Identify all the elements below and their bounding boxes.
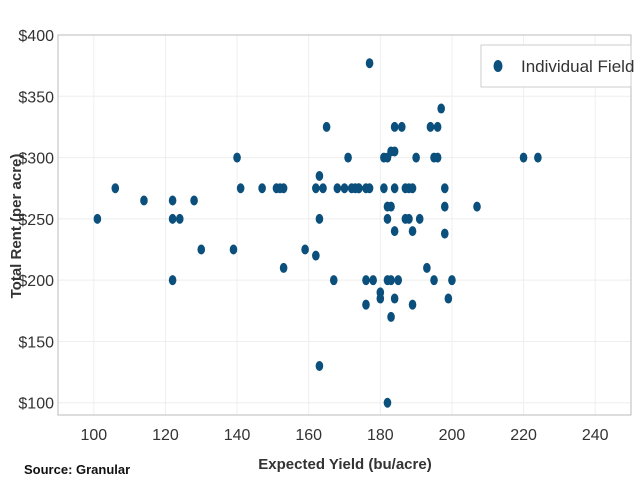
data-point (383, 213, 392, 224)
data-point (111, 183, 120, 194)
data-point (315, 170, 324, 181)
data-point (168, 195, 177, 206)
data-point (279, 262, 288, 273)
data-point (440, 183, 449, 194)
y-tick-label: $350 (18, 89, 54, 106)
data-point (387, 275, 395, 286)
data-point (408, 183, 417, 194)
data-point (437, 103, 445, 114)
data-point (258, 183, 266, 194)
legend-box (480, 44, 632, 88)
data-point (448, 275, 456, 286)
legend: Individual Field (480, 44, 634, 88)
data-point (233, 152, 241, 163)
data-point (394, 275, 403, 286)
legend-marker (493, 60, 503, 72)
data-point (444, 293, 453, 304)
data-point (340, 183, 349, 194)
data-point (380, 183, 388, 194)
data-point (430, 275, 438, 286)
data-point (390, 226, 399, 237)
y-tick-label: $250 (18, 212, 54, 229)
data-point (229, 244, 238, 255)
x-tick-label: 100 (80, 427, 107, 444)
data-point (365, 183, 374, 194)
data-point (322, 121, 331, 132)
data-point (390, 293, 399, 304)
data-point (315, 213, 324, 224)
data-point (433, 152, 442, 163)
data-point (390, 121, 399, 132)
grid-lines (58, 34, 631, 415)
x-axis-ticks: 100 120 140 160 180 200 220 240 (80, 427, 608, 444)
x-tick-label: 240 (582, 427, 609, 444)
data-point (365, 58, 374, 69)
x-tick-label: 220 (510, 427, 537, 444)
data-point (312, 250, 320, 261)
data-point (390, 183, 399, 194)
legend-label: Individual Field (521, 57, 634, 76)
y-tick-label: $100 (18, 396, 54, 413)
data-point (390, 146, 399, 157)
data-point (355, 183, 363, 194)
data-point (140, 195, 148, 206)
data-point (534, 152, 542, 163)
data-point (279, 183, 288, 194)
data-point (473, 201, 481, 212)
plot-area (57, 34, 632, 416)
data-point (415, 213, 424, 224)
data-point (387, 311, 395, 322)
source-note: Source: Granular (24, 462, 131, 477)
y-tick-label: $400 (18, 28, 54, 45)
data-points (93, 58, 542, 408)
data-point (398, 121, 406, 132)
data-point (333, 183, 342, 194)
x-tick-label: 200 (439, 427, 466, 444)
data-point (433, 121, 442, 132)
data-point (408, 299, 417, 310)
x-tick-label: 180 (367, 427, 394, 444)
y-axis-title: Total Rent (per acre) (8, 154, 25, 299)
data-point (423, 262, 431, 273)
data-point (440, 228, 449, 239)
x-tick-label: 140 (224, 427, 251, 444)
data-point (408, 226, 417, 237)
data-point (175, 213, 184, 224)
x-tick-label: 160 (295, 427, 322, 444)
y-axis-ticks: $100 $150 $200 $250 $300 $350 $400 (18, 28, 54, 413)
data-point (412, 152, 420, 163)
data-point (312, 183, 320, 194)
data-point (383, 397, 392, 408)
data-point (236, 183, 245, 194)
data-point (319, 183, 327, 194)
data-point (197, 244, 206, 255)
data-point (376, 293, 385, 304)
data-point (93, 213, 102, 224)
data-point (301, 244, 309, 255)
data-point (440, 201, 449, 212)
data-point (362, 299, 370, 310)
data-point (405, 213, 413, 224)
data-point (519, 152, 528, 163)
y-tick-label: $300 (18, 151, 54, 168)
data-point (369, 275, 377, 286)
x-tick-label: 120 (152, 427, 179, 444)
data-point (362, 275, 370, 286)
data-point (329, 275, 338, 286)
data-point (426, 121, 435, 132)
data-point (168, 213, 177, 224)
data-point (190, 195, 198, 206)
y-tick-label: $200 (18, 273, 54, 290)
y-tick-label: $150 (18, 334, 54, 351)
data-point (168, 275, 177, 286)
x-axis-title: Expected Yield (bu/acre) (258, 456, 431, 473)
data-point (315, 360, 324, 371)
data-point (344, 152, 352, 163)
data-point (387, 201, 395, 212)
